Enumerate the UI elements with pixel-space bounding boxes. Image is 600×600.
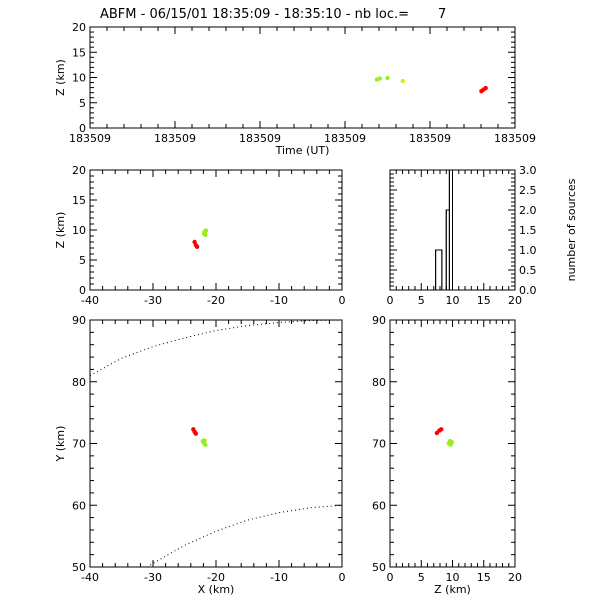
y-tick-label: 0 [79,284,86,297]
x-tick-label: -30 [144,571,162,584]
source-point-green [377,76,383,81]
x-tick-label: -10 [270,294,288,307]
source-point-yellow [400,78,405,84]
y-tick-label: 10 [72,72,86,85]
y-axis-label: Z (km) [54,59,67,96]
x-tick-label: -40 [81,571,99,584]
x-tick-label: 183509 [154,132,196,145]
y-tick-label: 70 [372,438,386,451]
x-tick-label: 0 [387,294,394,307]
boundary-curve [146,504,343,568]
source-point-green [447,438,453,444]
x-tick-label: 5 [418,571,425,584]
y-tick-label: 1.5 [519,224,537,237]
source-point-green [203,232,208,237]
plan-view-frame [89,319,343,568]
y-tick-label: 20 [72,164,86,177]
y-tick-label: 90 [72,314,86,327]
y-tick-label: 0 [79,122,86,135]
y-tick-label: 2.0 [519,204,537,217]
x-tick-label: 183509 [239,132,281,145]
x-tick-label: 0 [339,571,346,584]
x-tick-label: 183509 [324,132,366,145]
y-tick-label: 20 [72,21,86,34]
x-tick-label: 20 [508,294,522,307]
y-tick-label: 90 [372,314,386,327]
y-tick-label: 5 [79,97,86,110]
x-tick-label: -20 [207,294,225,307]
source-point-green [202,438,207,443]
plan-view-plot: 50 60 70 80 90 -40 -30 -20 -10 0 X (km) Y (km) [54,314,346,596]
y-tick-label: 50 [372,561,386,574]
x-tick-label: 15 [477,294,491,307]
y-tick-label: 60 [72,499,86,512]
histogram-bar [435,249,443,291]
x-tick-label: 183509 [69,132,111,145]
source-point-red [439,427,444,432]
x-axis-label: X (km) [198,583,235,596]
x-tick-label: 15 [477,571,491,584]
y-tick-label: 80 [72,376,86,389]
x-tick-label: 0 [339,294,346,307]
figure-title: ABFM - 06/15/01 18:35:09 - 18:35:10 - nb… [100,7,446,22]
y-tick-label: 5 [79,254,86,267]
y-axis-label: Z (km) [54,212,67,249]
x-tick-label: -10 [270,571,288,584]
source-point-red [483,85,488,91]
x-height-plot: 0 5 10 15 20 -40 -30 -20 -10 0 Z (km) [54,164,346,307]
x-tick-label: 0 [387,571,394,584]
x-tick-label: 183509 [494,132,536,145]
y-tick-label: 0.0 [519,284,537,297]
y-axis-label: number of sources [565,178,578,281]
x-axis-label: Time (UT) [275,144,330,157]
x-tick-label: -20 [207,571,225,584]
height-histogram-plot: 0.0 0.5 1.0 1.5 2.0 2.5 3.0 0 5 10 15 20 number of s… [387,164,579,307]
y-tick-label: 15 [72,194,86,207]
x-axis-label: Z (km) [434,583,471,596]
time-height-plot: 0 5 10 15 20 183509 183509 183509 183509 183509 18… [54,21,536,157]
y-tick-label: 50 [72,561,86,574]
source-point-green [203,442,208,447]
x-tick-label: 10 [446,571,460,584]
x-tick-label: 10 [446,294,460,307]
x-tick-label: 20 [508,571,522,584]
y-tick-label: 3.0 [519,164,537,177]
histogram-bar [448,169,453,291]
source-point-green [203,228,209,233]
z-y-view-plot: 50 60 70 80 90 0 5 10 15 20 Z (km) [372,314,522,596]
x-height-frame [89,169,343,291]
boundary-curve [89,319,343,377]
time-height-frame [89,26,516,129]
y-tick-label: 70 [72,438,86,451]
x-tick-label: -40 [81,294,99,307]
x-tick-label: 183509 [409,132,451,145]
y-axis-label: Y (km) [54,426,67,463]
x-tick-label: 5 [418,294,425,307]
x-tick-label: -30 [144,294,162,307]
source-point-green [385,75,390,81]
y-tick-label: 1.0 [519,244,537,257]
y-tick-label: 60 [372,499,386,512]
y-tick-label: 80 [372,376,386,389]
y-tick-label: 0.5 [519,264,537,277]
source-point-red [193,431,199,436]
y-tick-label: 15 [72,46,86,59]
source-point-red [194,244,200,249]
y-tick-label: 2.5 [519,184,537,197]
y-tick-label: 10 [72,224,86,237]
